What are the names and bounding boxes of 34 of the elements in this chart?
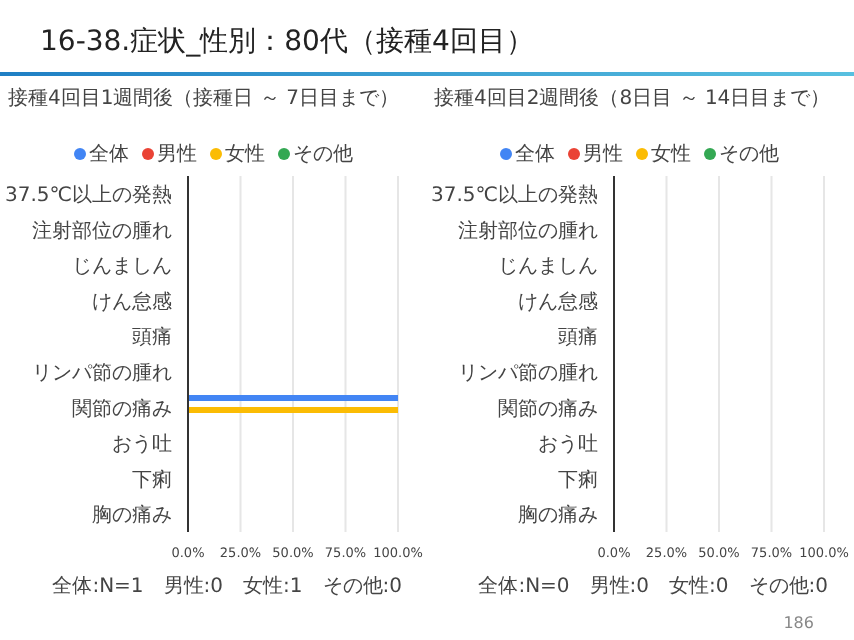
y-tick-label: 関節の痛み [72,396,172,421]
y-tick-label: じんましん [72,256,172,279]
y-tick-label: 頭痛 [132,325,172,350]
legend-label: 男性 [581,141,623,168]
text: 全体:N=1 男性:0 女性:1 その他:0 [50,573,402,600]
legend-label: 全体 [87,142,129,168]
y-tick-label: リンパ節の腫れ [32,360,172,385]
y-tick-label: おう吐 [538,432,598,457]
legend-label: 女性 [649,141,691,168]
y-tick-label: リンパ節の腫れ [458,360,598,385]
y-tick-label: 胸の痛み [518,503,598,528]
y-tick-label: けん怠感 [92,289,172,314]
chart-subtitle: 接種4回目2週間後（8日目 ～ 14日目まで） [434,88,833,114]
y-tick-label: じんましん [498,256,598,279]
legend-label: 男性 [155,141,197,168]
legend-label: 女性 [223,141,265,168]
legend-label: 全体 [513,142,555,168]
y-tick-label: 関節の痛み [498,396,598,421]
y-tick-label: 頭痛 [558,325,598,350]
y-tick-label: おう吐 [112,432,172,457]
y-tick-label: 37.5℃以上の発熱 [5,182,172,207]
legend-label: その他 [291,142,353,168]
y-tick-label: けん怠感 [518,289,598,314]
legend-label: その他 [717,142,779,168]
chart-subtitle: 接種4回目1週間後（接種日 ～ 7日目まで） [8,88,401,114]
y-tick-label: 37.5℃以上の発熱 [431,182,598,207]
y-tick-label: 下痢 [132,467,172,492]
y-tick-label: 下痢 [558,467,598,492]
y-tick-label: 注射部位の腫れ [32,218,172,243]
text: 全体:N=0 男性:0 女性:0 その他:0 [476,573,828,600]
y-tick-label: 胸の痛み [92,503,172,528]
chart-title: 16-38.症状_性別：80代（接種4回目） [40,24,534,60]
text: 186 [783,614,814,632]
y-tick-label: 注射部位の腫れ [458,218,598,243]
